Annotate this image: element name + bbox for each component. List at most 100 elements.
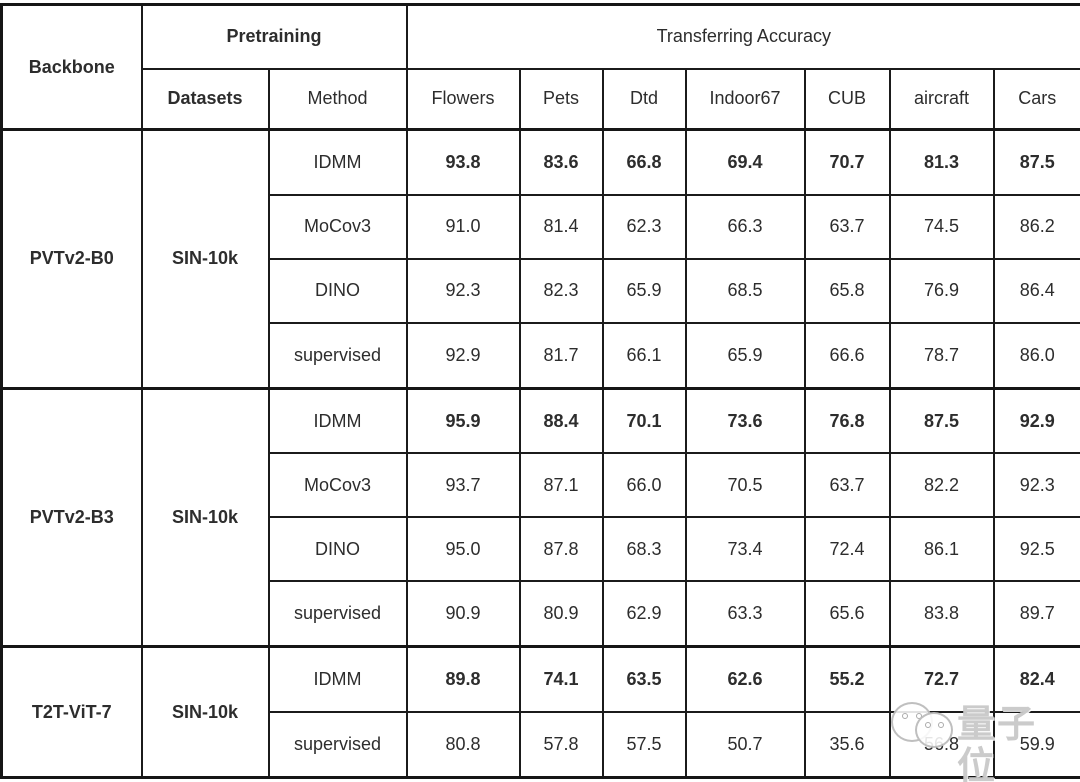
value-cell: 63.7	[803, 193, 891, 260]
value-cell: 55.2	[803, 645, 891, 714]
table-row: DINO 92.3 82.3 65.9 68.5 65.8 76.9 86.4	[2, 257, 1080, 324]
value-cell: 72.7	[888, 645, 995, 714]
value-cell: 82.3	[518, 257, 604, 324]
value-cell: 66.1	[601, 321, 687, 390]
table-row: PVTv2-B3 SIN-10k IDMM 95.9 88.4 70.1 73.6 76.8 8…	[0, 386, 1080, 648]
value-cell: 66.8	[601, 127, 687, 196]
method-cell: DINO	[267, 516, 408, 583]
method-cell: supervised	[267, 321, 408, 390]
value-cell: 66.0	[601, 452, 687, 519]
value-cell: 65.8	[803, 257, 891, 324]
value-cell: 87.5	[992, 127, 1080, 196]
value-cell: 62.3	[601, 193, 687, 260]
value-cell: 76.9	[888, 257, 995, 324]
value-cell: 68.3	[601, 516, 687, 583]
table-row: supervised 92.9 81.7 66.1 65.9 66.6 78.7 86.0	[2, 321, 1080, 390]
value-cell: 92.9	[405, 321, 521, 390]
backbone-cell: T2T-ViT-7	[0, 645, 143, 779]
header-col-indoor67: Indoor67	[684, 67, 806, 131]
value-cell: 56.8	[888, 711, 995, 779]
table-row: MoCov3 93.7 87.1 66.0 70.5 63.7 82.2 92.3	[2, 452, 1080, 519]
value-cell: 70.1	[601, 386, 687, 455]
table-row: DINO 95.0 87.8 68.3 73.4 72.4 86.1 92.5	[2, 516, 1080, 583]
header-backbone: Backbone	[0, 3, 143, 131]
value-cell: 86.4	[992, 257, 1080, 324]
value-cell: 86.0	[992, 321, 1080, 390]
method-cell: supervised	[267, 580, 408, 648]
method-cell: MoCov3	[267, 452, 408, 519]
value-cell: 65.9	[684, 321, 806, 390]
table-row: MoCov3 91.0 81.4 62.3 66.3 63.7 74.5 86.2	[2, 193, 1080, 260]
value-cell: 69.4	[684, 127, 806, 196]
value-cell: 82.4	[992, 645, 1080, 714]
value-cell: 88.4	[518, 386, 604, 455]
table-header: Backbone Pretraining Transferring Accura…	[0, 3, 1080, 131]
value-cell: 73.4	[684, 516, 806, 583]
value-cell: 89.7	[992, 580, 1080, 648]
value-cell: 90.9	[405, 580, 521, 648]
header-col-cub: CUB	[803, 67, 891, 131]
value-cell: 86.1	[888, 516, 995, 583]
value-cell: 72.4	[803, 516, 891, 583]
dataset-cell: SIN-10k	[140, 128, 270, 390]
value-cell: 57.5	[601, 711, 687, 779]
header-col-flowers: Flowers	[405, 67, 521, 131]
value-cell: 83.6	[518, 127, 604, 196]
value-cell: 73.6	[684, 386, 806, 455]
backbone-cell: PVTv2-B3	[0, 386, 143, 648]
table-body: PVTv2-B0 SIN-10k IDMM 93.8 83.6 66.8 69.4 70.7 8…	[0, 127, 1080, 779]
method-cell: MoCov3	[267, 193, 408, 260]
value-cell: 93.7	[405, 452, 521, 519]
value-cell: 89.8	[405, 645, 521, 714]
value-cell: 80.9	[518, 580, 604, 648]
header-col-dtd: Dtd	[601, 67, 687, 131]
transfer-accuracy-table: Backbone Pretraining Transferring Accura…	[0, 3, 1080, 779]
header-method: Method	[267, 67, 408, 131]
value-cell: 70.7	[803, 127, 891, 196]
value-cell: 92.9	[992, 386, 1080, 455]
value-cell: 86.2	[992, 193, 1080, 260]
value-cell: 65.9	[601, 257, 687, 324]
value-cell: 66.3	[684, 193, 806, 260]
value-cell: 74.1	[518, 645, 604, 714]
backbone-cell: PVTv2-B0	[0, 128, 143, 390]
value-cell: 63.3	[684, 580, 806, 648]
value-cell: 66.6	[803, 321, 891, 390]
value-cell: 68.5	[684, 257, 806, 324]
value-cell: 81.3	[888, 127, 995, 196]
method-cell: IDMM	[267, 386, 408, 455]
value-cell: 62.6	[684, 645, 806, 714]
value-cell: 83.8	[888, 580, 995, 648]
value-cell: 63.5	[601, 645, 687, 714]
value-cell: 35.6	[803, 711, 891, 779]
value-cell: 92.3	[992, 452, 1080, 519]
value-cell: 91.0	[405, 193, 521, 260]
dataset-cell: SIN-10k	[140, 386, 270, 648]
value-cell: 78.7	[888, 321, 995, 390]
table-row: PVTv2-B0 SIN-10k IDMM 93.8 83.6 66.8 69.4 70.7 8…	[0, 127, 1080, 390]
method-cell: IDMM	[267, 127, 408, 196]
value-cell: 70.5	[684, 452, 806, 519]
value-cell: 92.5	[992, 516, 1080, 583]
value-cell: 82.2	[888, 452, 995, 519]
value-cell: 50.7	[684, 711, 806, 779]
dataset-cell: SIN-10k	[140, 645, 270, 779]
value-cell: 65.6	[803, 580, 891, 648]
header-col-cars: Cars	[992, 67, 1080, 131]
header-col-aircraft: aircraft	[888, 67, 995, 131]
value-cell: 93.8	[405, 127, 521, 196]
method-cell: IDMM	[267, 645, 408, 714]
method-cell: DINO	[267, 257, 408, 324]
value-cell: 59.9	[992, 711, 1080, 779]
header-datasets: Datasets	[140, 67, 270, 131]
value-cell: 87.8	[518, 516, 604, 583]
value-cell: 74.5	[888, 193, 995, 260]
value-cell: 87.5	[888, 386, 995, 455]
value-cell: 62.9	[601, 580, 687, 648]
value-cell: 87.1	[518, 452, 604, 519]
value-cell: 81.7	[518, 321, 604, 390]
value-cell: 63.7	[803, 452, 891, 519]
header-pretraining: Pretraining	[140, 3, 408, 70]
value-cell: 57.8	[518, 711, 604, 779]
